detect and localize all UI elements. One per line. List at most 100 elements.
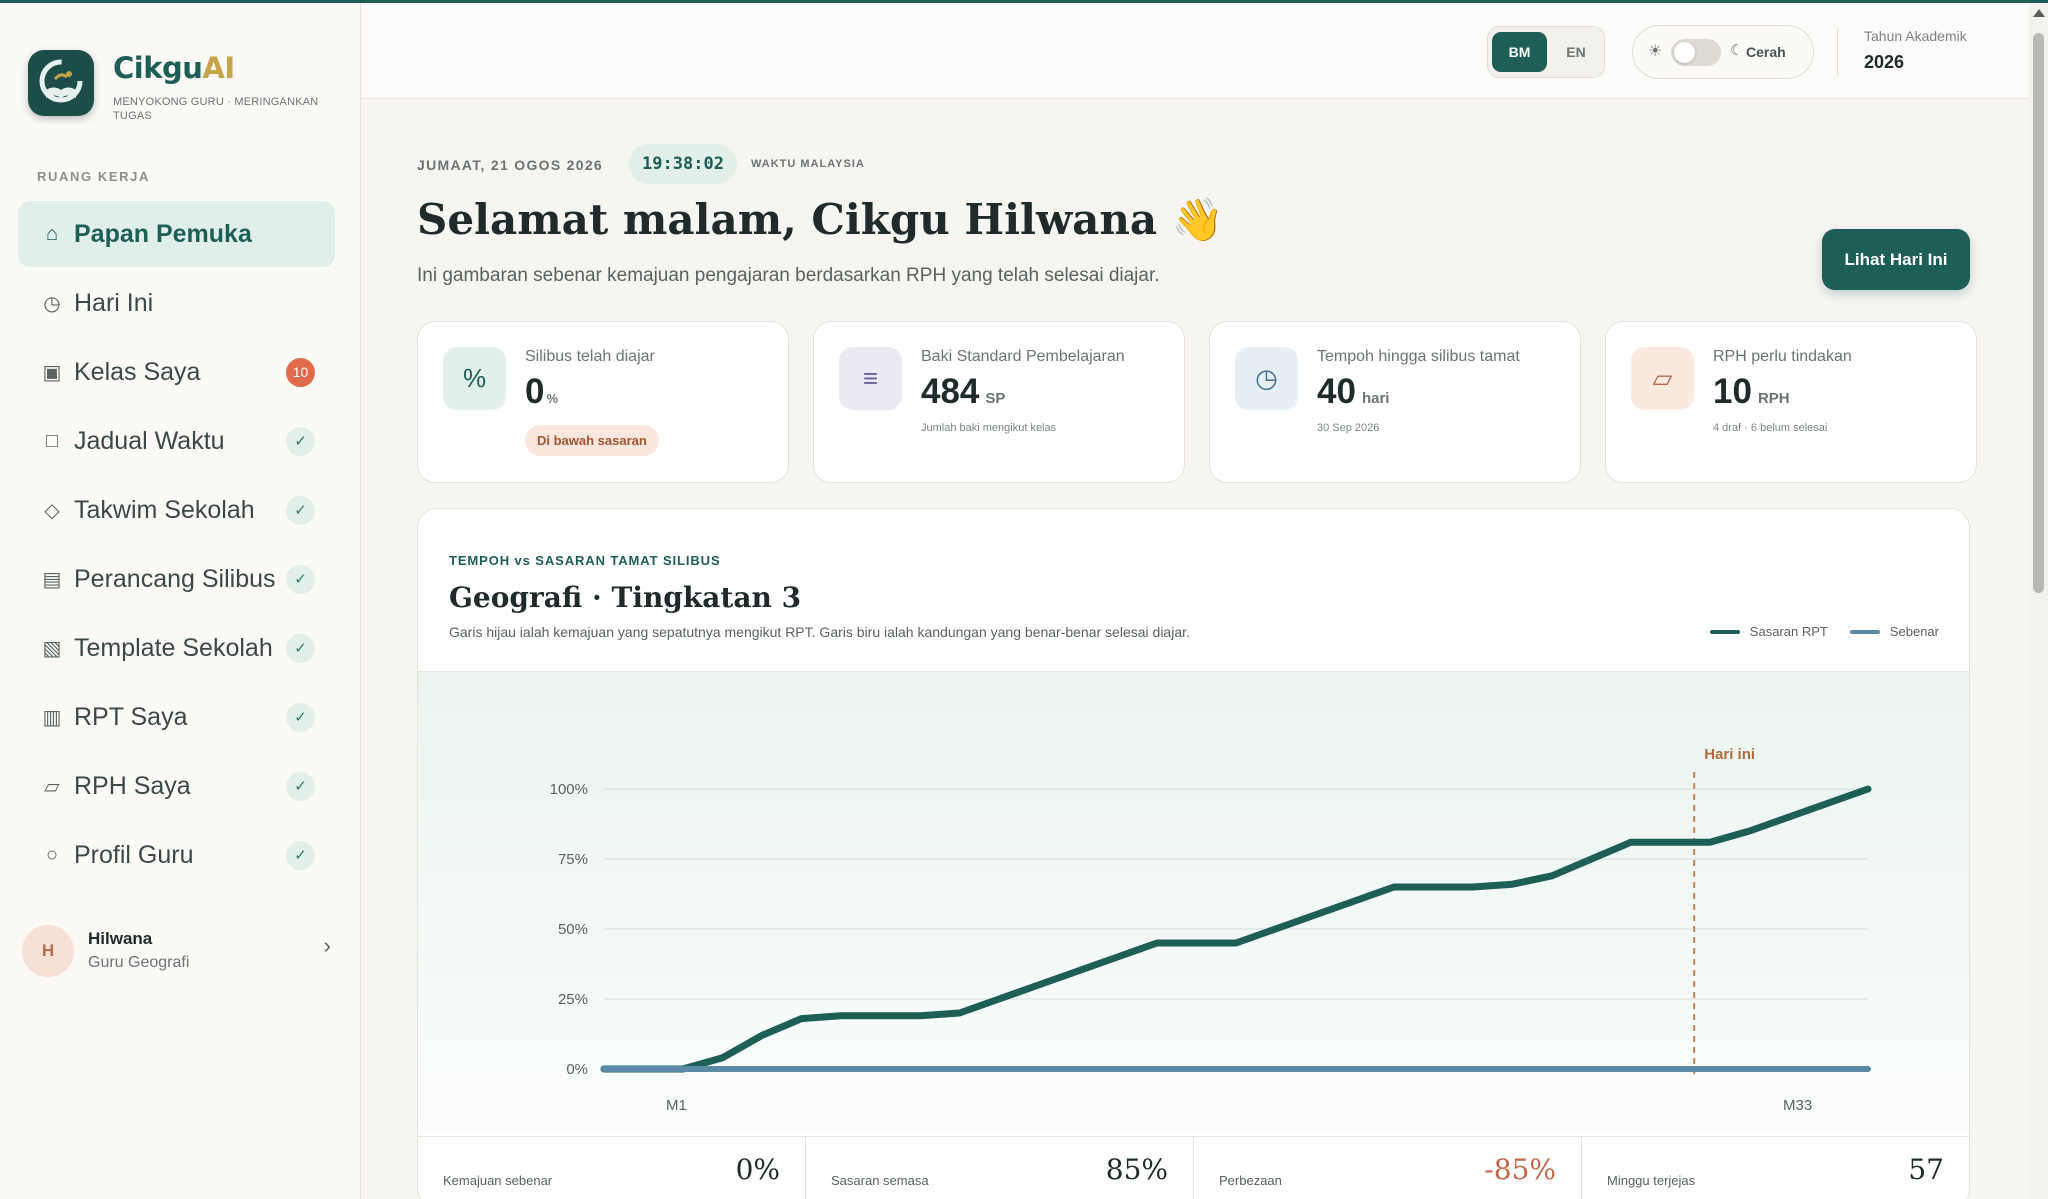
x-tick-label-end: M33 [1783,1097,1812,1114]
sidebar-item-label: Jadual Waktu [74,426,225,455]
lang-bm-button[interactable]: BM [1492,32,1547,72]
y-tick-label: 75% [558,851,588,868]
class-icon: ▣ [42,361,62,384]
scroll-up-arrow-icon[interactable] [2033,9,2045,17]
stat-number: 10 [1713,372,1752,411]
top-accent-line [0,0,2048,3]
status-badge: Di bawah sasaran [525,425,659,456]
chart-title: Geografi · Tingkatan 3 [449,581,802,614]
theme-label: Cerah [1746,44,1786,60]
sidebar-item-label: Profil Guru [74,840,194,869]
stat-card[interactable]: ≡ Baki Standard Pembelajaran 484 SP Jumlah b… [813,321,1185,483]
scroll-thumb[interactable] [2033,33,2044,593]
summary-label: Kemajuan sebenar [443,1173,553,1188]
y-tick-label: 100% [550,781,588,798]
count-badge: 10 [286,358,315,387]
sidebar-item-takwim-sekolah[interactable]: ◇ Takwim Sekolah ✓ [18,477,335,543]
sidebar-item-label: Kelas Saya [74,357,201,386]
sidebar-item-perancang-silibus[interactable]: ▤ Perancang Silibus ✓ [18,546,335,612]
summary-value: 57 [1908,1153,1944,1186]
lang-en-button[interactable]: EN [1566,44,1586,60]
summary-value: 85% [1105,1153,1168,1186]
stat-label: Silibus telah diajar [525,348,655,365]
legend-label: Sebenar [1889,624,1939,639]
sidebar-item-hari-ini[interactable]: ◷ Hari Ini [18,270,335,336]
switch-knob [1674,42,1695,63]
profile-card[interactable]: H Hilwana Guru Geografi › [22,921,339,983]
stat-card[interactable]: ▱ RPH perlu tindakan 10 RPH 4 draf · 6 belum… [1605,321,1977,483]
stat-note: 4 draf · 6 belum selesai [1713,422,1828,434]
calendar-icon: ◇ [44,499,60,522]
divider [1837,27,1838,77]
sidebar-nav: ⌂ Papan Pemuka ◷ Hari Ini ▣ Kelas Saya 10 □ Jadu… [18,201,335,891]
sidebar-item-rpt-saya[interactable]: ▥ RPT Saya ✓ [18,684,335,750]
chart-legend: Sasaran RPT Sebenar [1709,624,1939,639]
sidebar-item-kelas-saya[interactable]: ▣ Kelas Saya 10 [18,339,335,405]
legend-swatch [1709,629,1740,634]
sidebar-item-rph-saya[interactable]: ▱ RPH Saya ✓ [18,753,335,819]
stat-unit: RPH [1757,390,1790,407]
summary-cell: Perbezaan -85% [1194,1137,1582,1199]
stat-number: 0 [525,372,545,411]
rpt-icon: ▥ [42,706,62,729]
line-chart: 0% 25% 50% 75% 100% M1 M33 Hari ini [550,746,1872,1114]
summary-value: -85% [1484,1153,1556,1186]
clock-icon: ◷ [43,292,61,315]
stat-unit: SP [985,390,1006,407]
brand-name: CikguAI [113,51,235,85]
sun-icon: ☀ [1648,43,1663,60]
summary-cell: Kemajuan sebenar 0% [418,1137,806,1199]
sidebar-item-jadual-waktu[interactable]: □ Jadual Waktu ✓ [18,408,335,474]
sidebar: CikguAI MENYOKONG GURU · MERINGANKAN TUG… [0,3,361,1199]
theme-switch[interactable] [1671,39,1721,66]
check-icon: ✓ [286,841,315,870]
profile-name: Hilwana [88,929,153,948]
stat-value: 10 RPH [1713,372,1790,412]
sidebar-item-label: Papan Pemuka [74,219,252,248]
stat-card[interactable]: ◷ Tempoh hingga silibus tamat 40 hari 30 Sep… [1209,321,1581,483]
home-icon: ⌂ [45,222,59,245]
rph-icon: ▱ [1631,347,1694,410]
sidebar-item-profil-guru[interactable]: ○ Profil Guru ✓ [18,822,335,888]
current-date: JUMAAT, 21 OGOS 2026 [417,157,604,173]
academic-year-value[interactable]: 2026 [1864,52,1905,72]
top-bar: BM EN ☀ ☾ Cerah Tahun Akademik 2026 [361,3,2029,99]
sidebar-item-papan-pemuka[interactable]: ⌂ Papan Pemuka [18,201,335,267]
sidebar-item-label: Hari Ini [74,288,154,317]
legend-label: Sasaran RPT [1749,624,1828,639]
brand-tagline: MENYOKONG GURU · MERINGANKAN TUGAS [113,96,319,122]
page-scrollbar[interactable] [2029,3,2048,1199]
theme-toggle[interactable]: ☀ ☾ Cerah [1632,25,1814,79]
legend-swatch [1849,629,1880,634]
today-marker-label: Hari ini [1704,746,1755,763]
sidebar-item-template-sekolah[interactable]: ▧ Template Sekolah ✓ [18,615,335,681]
sidebar-item-label: Template Sekolah [74,633,273,662]
clock-icon: ◷ [1235,347,1298,410]
page-title: Selamat malam, Cikgu Hilwana 👋 [417,195,1225,244]
timezone-label: WAKTU MALAYSIA [751,158,865,170]
sidebar-section-label: RUANG KERJA [37,169,150,184]
check-icon: ✓ [286,703,315,732]
stat-value: 0% [525,372,558,412]
stat-card[interactable]: % Silibus telah diajar 0% Di bawah sasaran [417,321,789,483]
check-icon: ✓ [286,565,315,594]
app-logo[interactable] [28,50,94,116]
check-icon: ✓ [286,772,315,801]
stat-unit: % [546,391,559,406]
live-clock: 19:38:02 [629,144,737,184]
stat-value: 484 SP [921,372,1005,412]
chart-description: Garis hijau ialah kemajuan yang sepatutn… [449,624,1190,640]
y-tick-label: 50% [558,921,588,938]
view-today-button[interactable]: Lihat Hari Ini [1822,229,1970,290]
stat-unit: hari [1361,390,1390,407]
percent-icon: % [443,347,506,410]
check-icon: ✓ [286,427,315,456]
chart-eyebrow: TEMPOH vs SASARAN TAMAT SILIBUS [449,553,721,568]
avatar: H [22,925,74,977]
summary-label: Sasaran semasa [831,1173,929,1188]
sidebar-item-label: Perancang Silibus [74,564,276,593]
profile-role: Guru Geografi [88,954,190,971]
sidebar-item-label: Takwim Sekolah [74,495,255,524]
x-tick-label-start: M1 [666,1097,687,1114]
timetable-icon: □ [45,429,59,452]
